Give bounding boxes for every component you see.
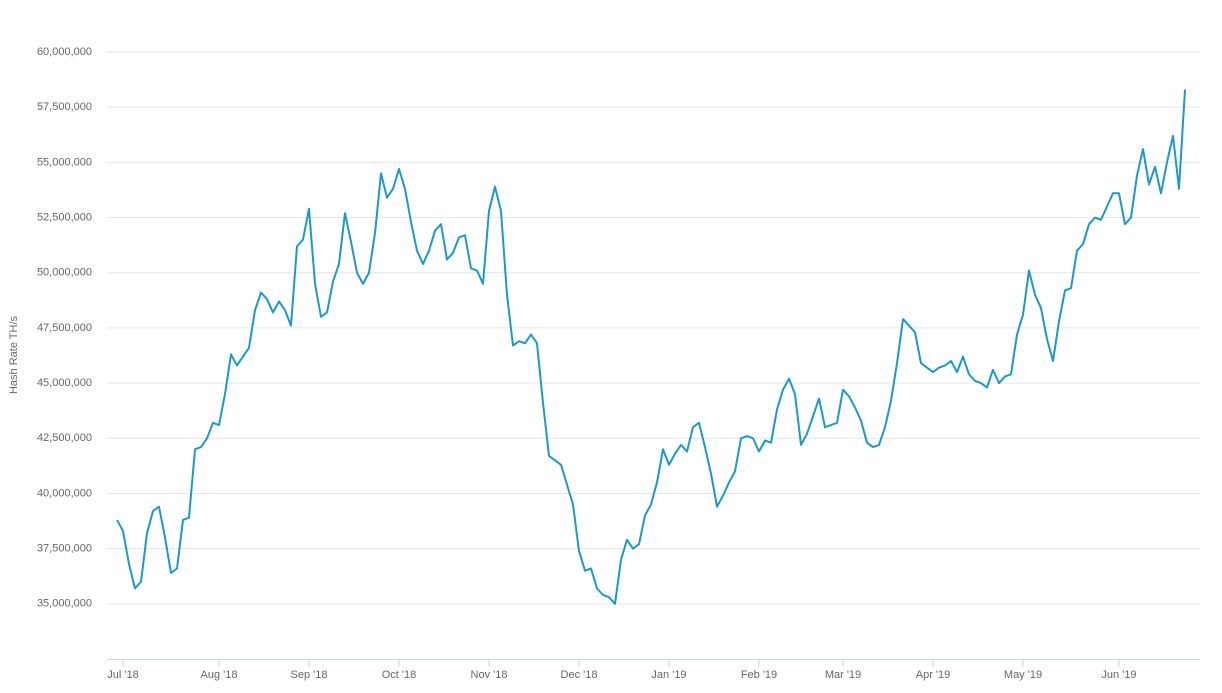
x-tick-label: Dec '18: [561, 669, 598, 681]
y-tick-label: 52,500,000: [37, 211, 92, 223]
y-tick-label: 55,000,000: [37, 156, 92, 168]
y-tick-label: 35,000,000: [37, 598, 92, 610]
y-tick-label: 40,000,000: [37, 487, 92, 499]
x-tick-label: Apr '19: [916, 669, 951, 681]
y-tick-label: 45,000,000: [37, 377, 92, 389]
x-tick-label: Nov '18: [471, 669, 508, 681]
x-tick-label: Feb '19: [741, 669, 777, 681]
y-tick-label: 37,500,000: [37, 543, 92, 555]
x-tick-label: Jan '19: [651, 669, 686, 681]
x-tick-label: Jul '18: [107, 669, 138, 681]
y-axis-title: Hash Rate TH/s: [8, 315, 20, 394]
x-tick-label: Aug '18: [201, 669, 238, 681]
y-tick-label: 47,500,000: [37, 322, 92, 334]
y-tick-label: 42,500,000: [37, 432, 92, 444]
y-tick-label: 57,500,000: [37, 101, 92, 113]
x-tick-label: Mar '19: [825, 669, 861, 681]
x-tick-label: Sep '18: [291, 669, 328, 681]
x-tick-label: Jun '19: [1101, 669, 1136, 681]
data-line: [116, 89, 1186, 605]
x-tick-label: May '19: [1004, 669, 1042, 681]
y-tick-label: 50,000,000: [37, 267, 92, 279]
x-tick-label: Oct '18: [382, 669, 417, 681]
y-tick-label: 60,000,000: [37, 46, 92, 58]
